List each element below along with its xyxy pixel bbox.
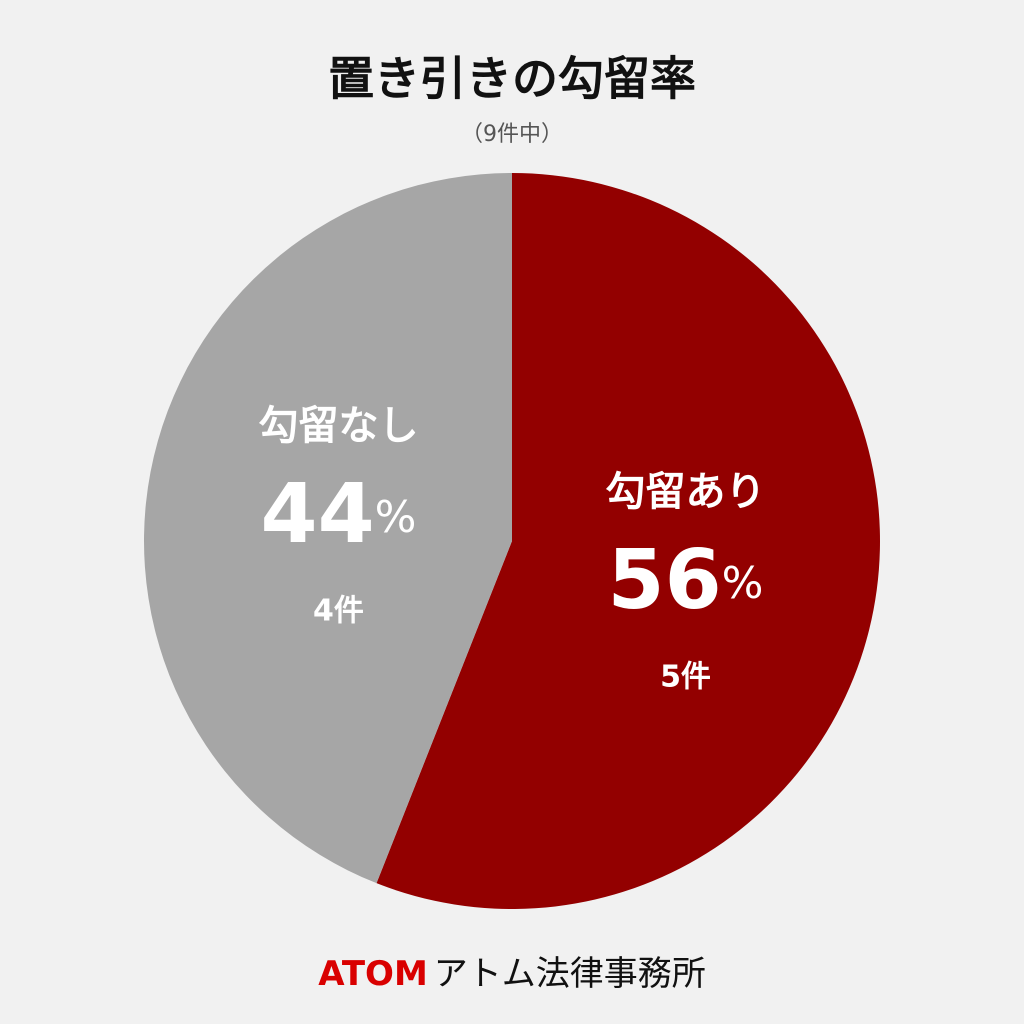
footer: ATOM アトム法律事務所: [318, 954, 706, 994]
slice-value-label: 44%: [261, 467, 417, 562]
chart-subtitle: （9件中）: [461, 122, 563, 147]
footer-brand: ATOM: [318, 954, 428, 994]
footer-name: アトム法律事務所: [434, 954, 706, 994]
pie-slice: [376, 173, 880, 909]
slice-value-label: 56%: [608, 534, 764, 629]
slice-name: 勾留なし: [258, 403, 418, 449]
pie-slice: [143, 173, 513, 884]
slice-labels: 勾留あり 56% 5件 勾留なし 44% 4件: [258, 403, 765, 695]
chart-title: 置き引きの勾留率: [328, 52, 696, 106]
pie: [143, 173, 880, 909]
slice-count-label: 4件: [313, 593, 364, 628]
slice-name: 勾留あり: [606, 469, 766, 515]
slice-count-label: 5件: [660, 660, 711, 695]
